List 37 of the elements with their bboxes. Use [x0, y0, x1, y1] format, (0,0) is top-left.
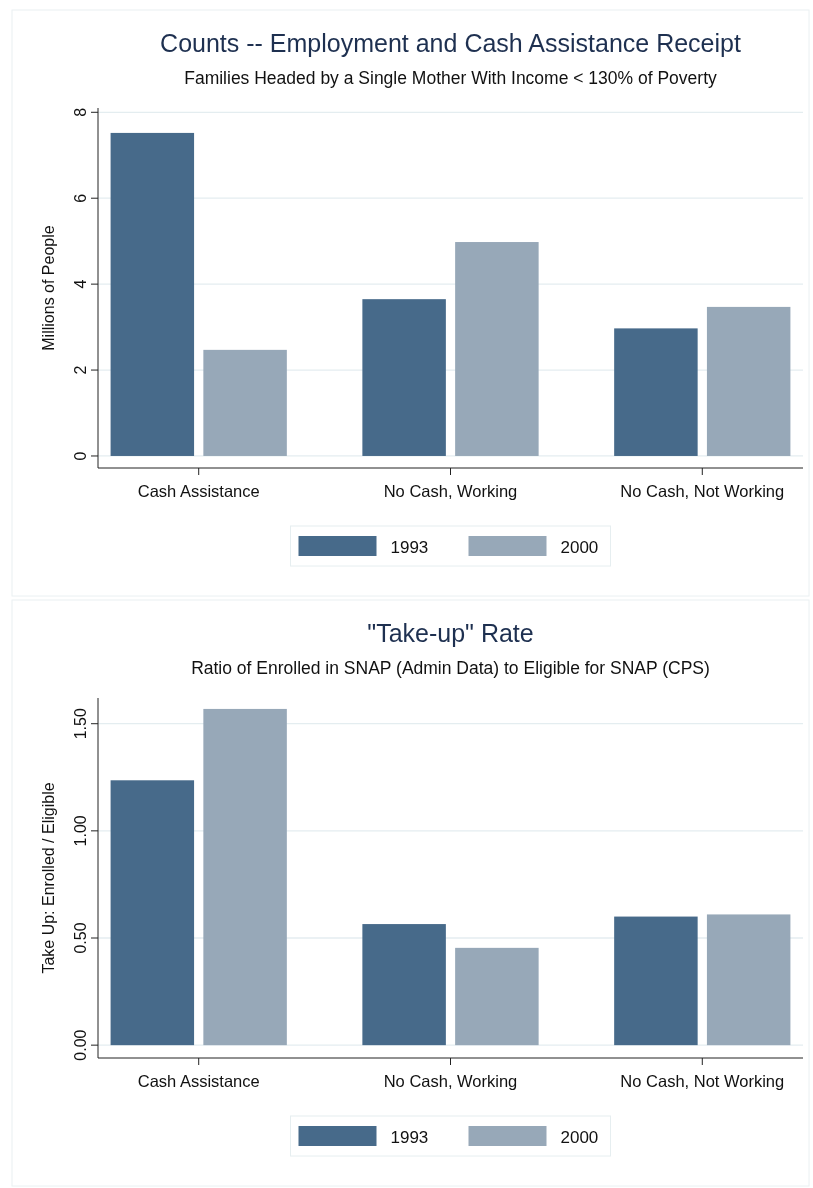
bar: [614, 328, 698, 456]
y-axis-title: Take Up: Enrolled / Eligible: [40, 782, 57, 974]
chart-subtitle: Families Headed by a Single Mother With Income < 130% of Poverty: [184, 68, 718, 88]
y-axis-title: Millions of People: [40, 225, 57, 351]
bar: [203, 349, 287, 456]
x-tick-label: No Cash, Not Working: [620, 1072, 785, 1090]
bar: [455, 947, 539, 1046]
bar: [203, 708, 287, 1046]
legend-label: 1993: [390, 538, 429, 557]
legend-label: 2000: [560, 538, 599, 557]
legend-label: 1993: [390, 1128, 429, 1147]
bar: [614, 916, 698, 1046]
x-tick-label: Cash Assistance: [137, 1072, 260, 1090]
bar: [706, 914, 791, 1046]
chart-title: "Take-up" Rate: [367, 619, 534, 647]
bar: [110, 780, 195, 1046]
y-tick-label: 1.50: [72, 708, 89, 740]
y-tick-label: 2: [72, 365, 89, 375]
x-tick-label: Cash Assistance: [137, 482, 260, 500]
x-tick-label: No Cash, Not Working: [620, 482, 785, 500]
legend-label: 2000: [560, 1128, 599, 1147]
bar: [362, 299, 446, 456]
y-tick-label: 8: [72, 107, 89, 117]
bar: [706, 306, 791, 456]
y-tick-label: 0: [72, 451, 89, 461]
y-tick-label: 0.50: [72, 922, 89, 954]
y-tick-label: 0.00: [72, 1029, 89, 1061]
y-tick-label: 1.00: [72, 815, 89, 847]
bar: [455, 242, 539, 456]
y-tick-label: 4: [72, 279, 89, 289]
y-tick-label: 6: [72, 193, 89, 203]
chart-subtitle: Ratio of Enrolled in SNAP (Admin Data) to Eligible for SNAP (CPS): [191, 658, 710, 678]
x-tick-label: No Cash, Working: [383, 1072, 518, 1090]
chart-title: Counts -- Employment and Cash Assistance Receipt: [160, 29, 741, 57]
bar: [110, 132, 195, 456]
x-tick-label: No Cash, Working: [383, 482, 518, 500]
bar: [362, 924, 446, 1046]
